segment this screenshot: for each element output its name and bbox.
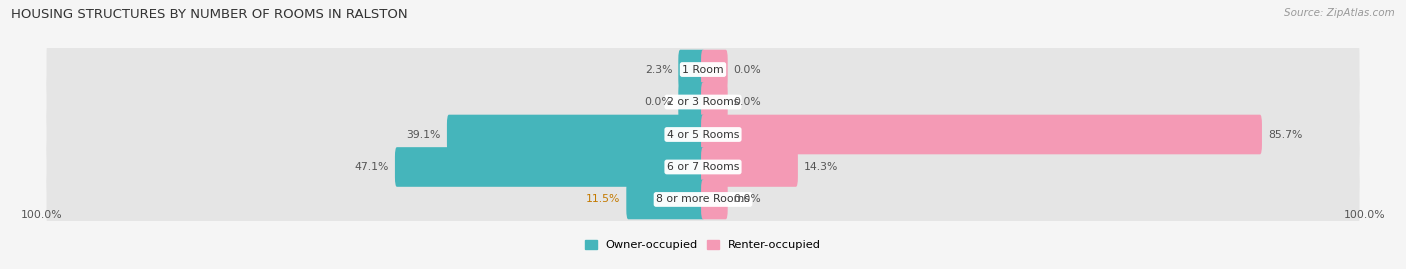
Text: 0.0%: 0.0% [734,97,761,107]
Text: 0.0%: 0.0% [645,97,672,107]
FancyBboxPatch shape [702,180,728,219]
FancyBboxPatch shape [702,82,728,122]
Text: 47.1%: 47.1% [354,162,389,172]
FancyBboxPatch shape [702,147,797,187]
Text: 100.0%: 100.0% [1344,210,1385,220]
Text: 2 or 3 Rooms: 2 or 3 Rooms [666,97,740,107]
FancyBboxPatch shape [46,167,1360,232]
FancyBboxPatch shape [678,50,704,89]
Text: 0.0%: 0.0% [734,194,761,204]
FancyBboxPatch shape [46,135,1360,199]
Text: HOUSING STRUCTURES BY NUMBER OF ROOMS IN RALSTON: HOUSING STRUCTURES BY NUMBER OF ROOMS IN… [11,8,408,21]
Legend: Owner-occupied, Renter-occupied: Owner-occupied, Renter-occupied [583,238,823,253]
FancyBboxPatch shape [678,82,704,122]
Text: 6 or 7 Rooms: 6 or 7 Rooms [666,162,740,172]
Text: 100.0%: 100.0% [21,210,62,220]
Text: 14.3%: 14.3% [804,162,838,172]
Text: 11.5%: 11.5% [586,194,620,204]
FancyBboxPatch shape [702,50,728,89]
FancyBboxPatch shape [702,115,1263,154]
FancyBboxPatch shape [46,70,1360,134]
Text: 2.3%: 2.3% [645,65,672,75]
Text: Source: ZipAtlas.com: Source: ZipAtlas.com [1284,8,1395,18]
FancyBboxPatch shape [395,147,704,187]
Text: 1 Room: 1 Room [682,65,724,75]
FancyBboxPatch shape [447,115,704,154]
Text: 39.1%: 39.1% [406,129,441,140]
Text: 8 or more Rooms: 8 or more Rooms [657,194,749,204]
Text: 85.7%: 85.7% [1268,129,1302,140]
Text: 4 or 5 Rooms: 4 or 5 Rooms [666,129,740,140]
FancyBboxPatch shape [46,102,1360,167]
FancyBboxPatch shape [626,180,704,219]
FancyBboxPatch shape [46,37,1360,102]
Text: 0.0%: 0.0% [734,65,761,75]
